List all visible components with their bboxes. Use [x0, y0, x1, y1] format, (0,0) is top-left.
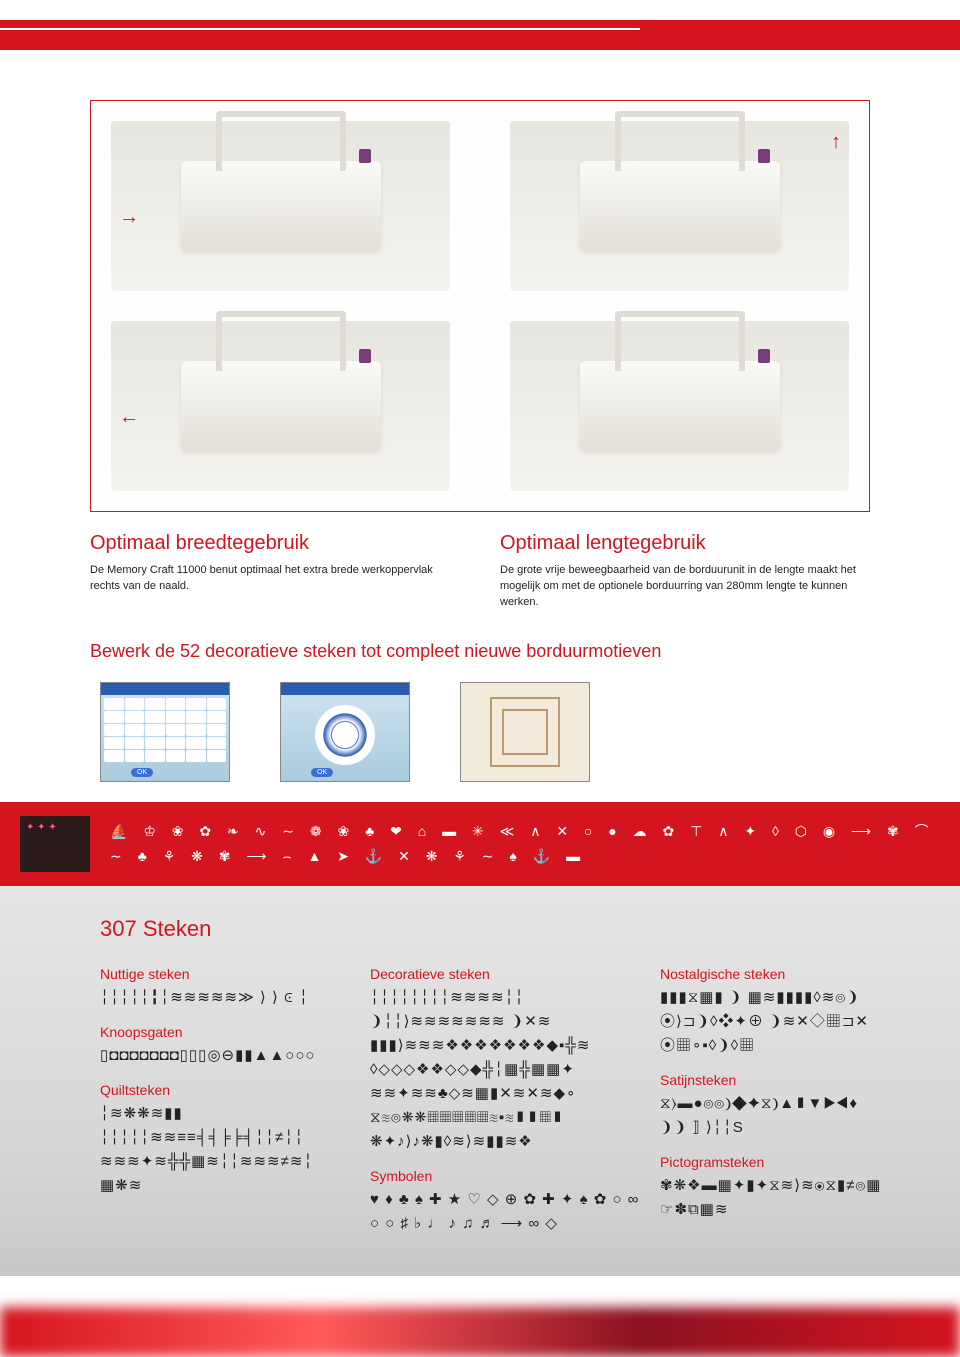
stitch-row: ╎╎╎╎╎╎╎╎≋≋≋≋╎╎ — [370, 986, 650, 1010]
stitch-category-title: Pictogramsteken — [660, 1154, 920, 1170]
stitch-row: ╎╎╎╎╎≋≋≡≡╡╡╞╞╡╎╎≠╎╎ — [100, 1126, 360, 1150]
stitch-category-title: Nuttige steken — [100, 966, 360, 982]
stitch-row: ◊◇◇◇❖❖◇◇◆╬╎▦╬▦▦✦ — [370, 1058, 650, 1082]
machine-photo-frame: → ↑ ← — [90, 100, 870, 512]
screen-thumbnail-1: OK — [100, 682, 230, 782]
bottom-decorative-blur — [0, 1307, 960, 1357]
stitch-category-title: Knoopsgaten — [100, 1024, 360, 1040]
stitches-col-2: Decoratieve steken ╎╎╎╎╎╎╎╎≋≋≋≋╎╎❩╎╎⟩≋≋≋≋… — [370, 966, 650, 1236]
stitch-row: ≋≋✦≋≋♣◇≋▦▮✕≋✕≋◆∘ — [370, 1082, 650, 1106]
stitches-columns: Nuttige steken ╎╎╎╎╎╏╎≋≋≋≋≋≫ ⟩ ⟩ ⪽ ╎ Knoop… — [100, 966, 920, 1236]
arrow-right-icon: → — [119, 206, 139, 229]
screen-thumbnail-2: OK — [280, 682, 410, 782]
caption-row: Optimaal breedtegebruik De Memory Craft … — [90, 532, 870, 611]
stitch-row: ▮▮▮⟩≋≋≋❖❖❖❖❖❖❖◆▪╬≋ — [370, 1034, 650, 1058]
header-gap-line — [0, 28, 640, 30]
stitch-row: ✾❋❖▬▦✦▮✦⧖≋⟩≋⦿⧖▮≠⦾▦ — [660, 1174, 920, 1198]
decorative-icon-strip: ⛵ ♔ ❀ ✿ ❧ ∿ ∼ ❁ ❀ ♣ ❤ ⌂ ▬ ✳ ≪ ∧ ✕ ○ ● ☁ … — [0, 802, 960, 886]
stitch-row: ╎╎╎╎╎╏╎≋≋≋≋≋≫ ⟩ ⟩ ⪽ ╎ — [100, 986, 360, 1010]
stitch-row: ☞✽⧉▦≋ — [660, 1198, 920, 1222]
stitch-row: ⧖⟩▬●⦾⦾❩◆✦⧖❩▲▮▼▶◀♦ — [660, 1092, 920, 1116]
strip-thumb — [20, 816, 90, 872]
machine-grid: → ↑ ← — [111, 121, 849, 491]
caption-left-title: Optimaal breedtegebruik — [90, 532, 460, 555]
stitch-row: ╎≋❋❋≋▮▮ — [100, 1102, 360, 1126]
caption-left: Optimaal breedtegebruik De Memory Craft … — [90, 532, 460, 611]
stitch-row: ⦿⟩⊐❩◊❖✦⊕ ❩≋✕◇▦⊐✕ — [660, 1010, 920, 1034]
stitch-row: ▮▮▮⧖▦▮ ❩ ▦≋▮▮▮▮◊≋⦾❩ — [660, 986, 920, 1010]
stitch-category-title: Satijnsteken — [660, 1072, 920, 1088]
machine-view-2: ↑ — [510, 121, 849, 291]
stitch-row: ⧖≋⦾❋❋▦▦▦▦▦≋▪≋▮▮▦▮ — [370, 1106, 650, 1130]
machine-view-3: ← — [111, 321, 450, 491]
stitch-row: ≋≋≋✦≋╬╬▦≋╎╎≋≋≋≠≋╎ — [100, 1150, 360, 1174]
stitches-title: 307 Steken — [100, 916, 920, 942]
stitch-category-title: Quiltsteken — [100, 1082, 360, 1098]
ok-badge: OK — [311, 768, 333, 777]
stitch-row: ❩╎╎⟩≋≋≋≋≋≋≋ ❩✕≋ — [370, 1010, 650, 1034]
thumbnail-row: OK OK — [100, 682, 870, 782]
caption-right-title: Optimaal lengtegebruik — [500, 532, 870, 555]
arrow-left-icon: ← — [119, 406, 139, 429]
arrow-up-icon: ↑ — [831, 131, 841, 154]
stitch-category-title: Nostalgische steken — [660, 966, 920, 982]
subheading: Bewerk de 52 decoratieve steken tot comp… — [90, 641, 870, 662]
strip-icons: ⛵ ♔ ❀ ✿ ❧ ∿ ∼ ❁ ❀ ♣ ❤ ⌂ ▬ ✳ ≪ ∧ ✕ ○ ● ☁ … — [110, 819, 940, 869]
caption-right: Optimaal lengtegebruik De grote vrije be… — [500, 532, 870, 611]
machine-view-4 — [510, 321, 849, 491]
stitches-col-3: Nostalgische steken ▮▮▮⧖▦▮ ❩ ▦≋▮▮▮▮◊≋⦾❩⦿⟩… — [660, 966, 920, 1236]
stitches-section: 307 Steken Nuttige steken ╎╎╎╎╎╏╎≋≋≋≋≋≫ ⟩… — [0, 886, 960, 1276]
ok-badge: OK — [131, 768, 153, 777]
stitch-row: ❩❩ ⟧ ⟩╎╎S — [660, 1116, 920, 1140]
header-red-bar — [0, 20, 960, 50]
caption-right-body: De grote vrije beweegbaarheid van de bor… — [500, 563, 870, 611]
stitch-category-title: Symbolen — [370, 1168, 650, 1184]
machine-view-1: → — [111, 121, 450, 291]
stitch-row: ▦❋≋ — [100, 1174, 360, 1198]
fabric-thumbnail — [460, 682, 590, 782]
stitch-row: ▯◘◘◘◘◘◘◘▯▯▯◎⊖▮▮▲▲○○○ — [100, 1044, 360, 1068]
stitches-col-1: Nuttige steken ╎╎╎╎╎╏╎≋≋≋≋≋≫ ⟩ ⟩ ⪽ ╎ Knoop… — [100, 966, 360, 1236]
stitch-category-title: Decoratieve steken — [370, 966, 650, 982]
stitch-row: ❋✦♪⟩♪❋▮◊≋⟩≋▮▮≋❖ — [370, 1130, 650, 1154]
caption-left-body: De Memory Craft 11000 benut optimaal het… — [90, 563, 460, 595]
stitch-row: ⦿▦∘▪◊❩◊▦ — [660, 1034, 920, 1058]
stitch-row: ♥ ♦ ♣ ♠ ✚ ★ ♡ ◇ ⊕ ✿ ✚ ✦ ♠ ✿ ○ ∞ ○ ○ ♯ ♭ … — [370, 1188, 650, 1236]
